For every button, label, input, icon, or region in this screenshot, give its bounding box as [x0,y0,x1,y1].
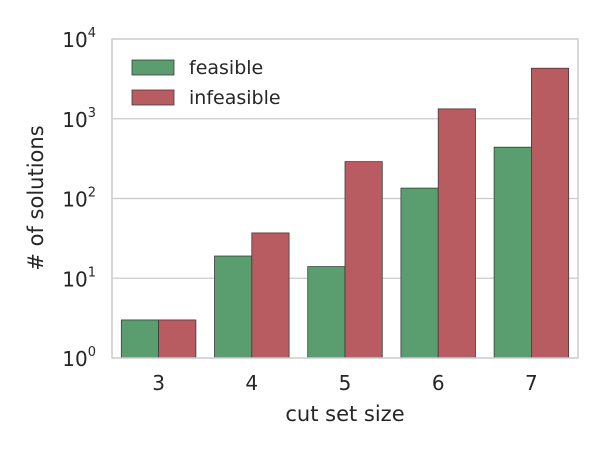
bar-infeasible-6 [437,108,476,359]
bar-infeasible-5 [344,161,383,359]
y-tick-label: 104 [62,26,96,52]
y-tick-exponent: 0 [88,345,96,360]
legend: feasible infeasible [131,57,281,109]
y-axis-label: # of solutions [24,125,48,270]
legend-swatch-infeasible [131,89,175,106]
x-tick-label: 4 [245,371,258,395]
y-tick-base: 10 [62,28,87,52]
x-tick-labels: 3 4 5 6 7 [152,371,538,395]
y-tick-label: 102 [62,186,96,212]
bar-feasible-3 [120,319,159,359]
bar-infeasible-3 [158,319,197,359]
y-tick-label: 101 [62,265,96,291]
legend-swatch-feasible [131,59,175,76]
bar-infeasible-4 [251,232,290,359]
y-tick-base: 10 [62,267,87,291]
x-axis-label: cut set size [285,402,404,426]
bar-feasible-4 [214,255,253,359]
bar-feasible-5 [307,266,346,359]
bar-feasible-7 [493,146,532,359]
y-tick-exponent: 2 [88,186,96,201]
legend-label-infeasible: infeasible [189,87,281,109]
y-tick-label: 103 [62,106,96,132]
x-tick-label: 7 [525,371,538,395]
x-tick-label: 5 [339,371,352,395]
bars-layer [120,67,570,359]
plot-frame [111,38,579,359]
y-tick-exponent: 4 [88,26,96,41]
legend-label-feasible: feasible [189,57,263,79]
y-tick-exponent: 1 [88,265,96,280]
y-tick-label: 100 [62,345,96,371]
y-tick-exponent: 3 [88,106,96,121]
bar-feasible-6 [400,187,439,359]
y-tick-base: 10 [62,188,87,212]
y-tick-base: 10 [62,108,87,132]
y-tick-base: 10 [62,347,87,371]
bar-infeasible-7 [531,67,570,359]
x-tick-label: 3 [152,371,165,395]
x-tick-label: 6 [432,371,445,395]
